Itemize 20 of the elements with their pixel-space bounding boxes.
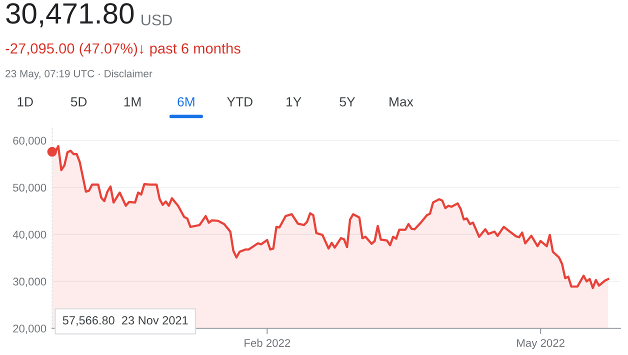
text: YTD	[226, 97, 252, 106]
y-tick-label: 30,000	[13, 278, 46, 287]
y-tick-label: 20,000	[13, 324, 46, 334]
y-tick-label: 40,000	[12, 230, 46, 240]
chart-title: 30,471.80	[6, 3, 134, 28]
text: -27,095.00 (47.07%)↓ past 6 months	[6, 42, 240, 56]
annotation: 57,566.80 23 Nov 2021	[62, 316, 188, 326]
y-tick-label: 50,000	[13, 184, 46, 193]
text: Max	[390, 97, 414, 106]
text: 23 May, 07:19 UTC · Disclaimer	[6, 70, 152, 80]
text: 6M	[178, 97, 194, 106]
text: 1M	[124, 97, 141, 106]
x-tick-label: May 2022	[517, 339, 564, 350]
text: 1Y	[286, 97, 302, 106]
text: 5Y	[340, 97, 356, 106]
x-tick-label: Feb 2022	[244, 338, 290, 347]
y-tick-label: 60,000	[13, 136, 46, 146]
chart-subtitle: USD	[142, 14, 172, 26]
text: 1D	[18, 97, 33, 106]
text: 5D	[70, 97, 87, 106]
